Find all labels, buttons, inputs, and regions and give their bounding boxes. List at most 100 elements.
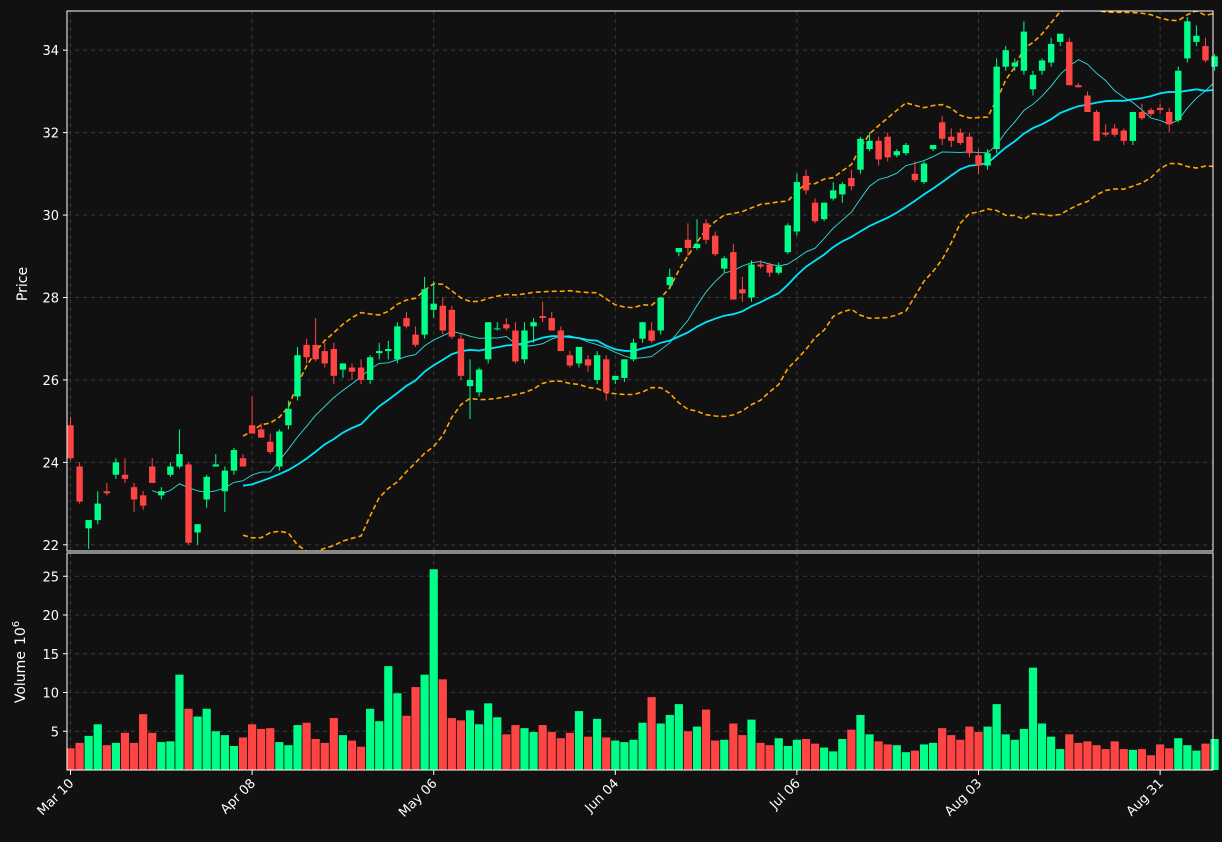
candle-body: [657, 297, 664, 331]
volume-bar: [665, 714, 674, 770]
volume-bar: [565, 732, 574, 770]
volume-bar: [366, 708, 375, 770]
volume-bar: [475, 724, 484, 770]
volume-axis-title: Volume 106: [11, 621, 29, 703]
volume-bar: [1101, 749, 1110, 770]
candle-body: [557, 330, 565, 352]
candle-body: [948, 136, 955, 141]
candle-body: [149, 466, 156, 483]
candle-body: [430, 303, 437, 310]
volume-bar: [211, 731, 220, 770]
volume-bar: [411, 687, 420, 770]
candle-body: [76, 466, 83, 502]
candle-body: [484, 322, 492, 360]
volume-bar: [429, 569, 438, 770]
volume-bar: [674, 704, 683, 770]
volume-bar: [656, 723, 665, 770]
candle-body: [1111, 128, 1118, 135]
volume-bar: [129, 742, 139, 770]
candle-body: [276, 431, 283, 467]
candles: [67, 17, 1218, 549]
moving-average-lines: [152, 59, 1213, 495]
candle-body: [267, 441, 274, 453]
volume-exponent-sup: 6: [11, 621, 22, 627]
volume-bar: [529, 732, 538, 770]
candle-body: [294, 355, 301, 397]
volume-bar: [257, 728, 266, 770]
volume-bar: [947, 735, 956, 770]
price-axis-ticks: 22 24 26 28 30 32 34: [42, 44, 67, 554]
volume-bar: [184, 708, 193, 770]
volume-bar: [438, 679, 447, 770]
candle-body: [911, 173, 919, 181]
volume-bar: [1165, 748, 1174, 770]
volume-bar: [1201, 743, 1210, 770]
volume-bar: [1183, 745, 1192, 770]
volume-bar: [738, 735, 747, 770]
candle-body: [339, 363, 347, 370]
volume-bar: [602, 737, 611, 770]
volume-bar: [638, 722, 647, 770]
candle-body: [530, 322, 537, 327]
candle-body: [1184, 21, 1191, 59]
candle-body: [1129, 111, 1137, 141]
candle-body: [103, 491, 111, 494]
volume-bar: [611, 740, 620, 770]
volume-bar: [520, 728, 529, 770]
candle-body: [112, 462, 120, 475]
candle-body: [839, 184, 846, 195]
candle-body: [584, 359, 592, 366]
volume-bar: [774, 738, 783, 770]
volume-bar: [556, 738, 565, 770]
candle-body: [321, 351, 328, 364]
candle-body: [348, 367, 356, 372]
candle-body: [1066, 41, 1073, 86]
candle-body: [775, 266, 782, 273]
volume-bar: [1110, 741, 1119, 770]
candle-body: [158, 491, 165, 496]
candle-body: [521, 330, 528, 360]
volume-bar: [729, 723, 738, 770]
price-panel-frame: [66, 10, 1214, 552]
candle-body: [802, 175, 810, 191]
candle-body: [203, 476, 210, 500]
volume-bar: [538, 725, 547, 770]
volume-bar: [484, 703, 493, 770]
volume-bar: [465, 710, 475, 770]
volume-bar: [1037, 723, 1047, 770]
volume-bar: [919, 744, 929, 770]
candle-body: [566, 355, 574, 366]
candle-body: [121, 474, 129, 479]
candle-body: [793, 182, 801, 232]
volume-bar: [493, 717, 502, 770]
candle-body: [394, 326, 401, 360]
volume-bar: [84, 735, 93, 770]
candle-body: [966, 136, 973, 154]
volume-bar: [1001, 734, 1010, 770]
candle-body: [403, 318, 410, 327]
candle-body: [975, 155, 982, 166]
candle-body: [875, 140, 882, 160]
price-tick-label: 32: [42, 127, 59, 142]
volume-bar: [593, 718, 602, 770]
candle-body: [303, 344, 310, 358]
candle-body: [666, 276, 673, 286]
volume-bar: [683, 731, 693, 770]
volume-bar: [1065, 734, 1074, 770]
volume-bar: [856, 714, 865, 770]
candle-body: [1147, 109, 1155, 115]
volume-bar: [938, 728, 947, 770]
volume-panel-frame: [66, 552, 1214, 771]
volume-bar: [692, 726, 702, 770]
candle-body: [957, 132, 964, 143]
candle-body: [85, 520, 92, 529]
candle-body: [711, 235, 719, 255]
candle-body: [412, 334, 419, 345]
volume-bar: [720, 739, 729, 770]
candle-body: [748, 264, 755, 298]
volume-bar: [820, 747, 829, 770]
candle-body: [993, 66, 1000, 150]
volume-tick-label: 10: [42, 687, 59, 702]
candle-body: [1120, 130, 1127, 141]
candle-body: [893, 151, 900, 156]
